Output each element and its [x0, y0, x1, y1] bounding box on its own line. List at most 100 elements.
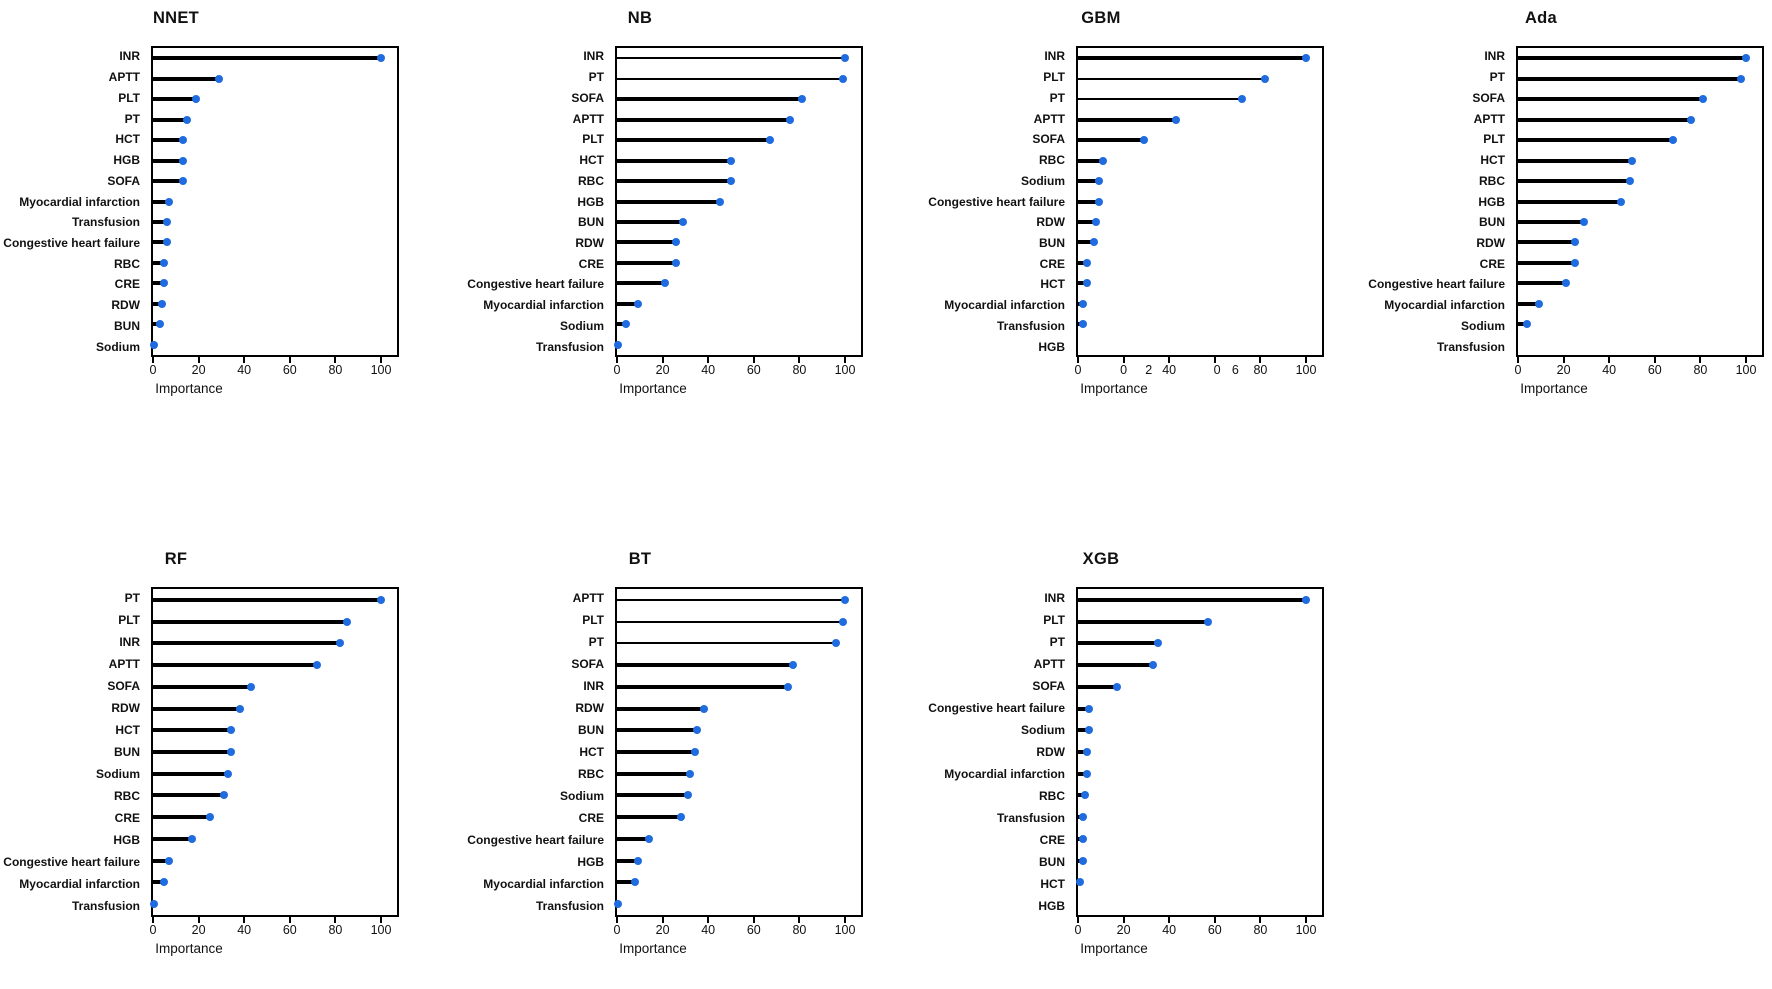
lollipop-dot [224, 769, 233, 778]
x-axis-tick-label: 6 [1231, 363, 1239, 377]
lollipop-row [617, 253, 861, 273]
x-axis-tick-label: 80 [1253, 923, 1268, 937]
x-axis-tick-label: 0 [1074, 363, 1082, 377]
plot-panel [1516, 46, 1764, 357]
lollipop-stem [153, 76, 220, 81]
lollipop-dot [1085, 726, 1094, 735]
y-axis-label: RBC [1479, 173, 1505, 188]
y-axis-label: HGB [577, 855, 604, 869]
lollipop-stem [617, 260, 677, 265]
x-axis-tick-label: 0 [1514, 363, 1522, 377]
lollipop-row [617, 68, 861, 88]
y-axis-label: Congestive heart failure [928, 194, 1065, 209]
lollipop-dot [1094, 197, 1103, 206]
x-axis-tick-label: 20 [1556, 363, 1571, 377]
lollipop-dot [158, 299, 167, 308]
lollipop-stem [617, 179, 731, 184]
x-axis-tick [1168, 917, 1171, 923]
lollipop-row [1078, 314, 1322, 334]
y-axis-label: Transfusion [535, 899, 604, 913]
lollipop-stem [1078, 56, 1306, 61]
y-axis-label: CRE [578, 256, 604, 271]
lollipop-stem [153, 815, 210, 820]
lollipop-row [153, 828, 397, 850]
lollipop-stem [617, 199, 720, 204]
lollipop-row [617, 273, 861, 293]
lollipop-dot [1203, 617, 1212, 626]
lollipop-dot [1140, 136, 1149, 145]
lollipop-stem [1078, 663, 1154, 668]
x-axis-tick [616, 357, 618, 363]
lollipop-stem [617, 322, 627, 327]
y-axis-label: Congestive heart failure [1368, 277, 1505, 292]
lollipop-dot [1698, 95, 1707, 104]
y-axis-label: Congestive heart failure [3, 235, 140, 250]
lollipop-stem [153, 793, 224, 798]
y-axis-label: Sodium [1021, 173, 1065, 188]
lollipop-dot [215, 74, 224, 83]
x-axis-tick [1213, 917, 1216, 923]
y-axis-label: PT [124, 111, 140, 126]
y-axis-label: Transfusion [1436, 339, 1505, 354]
lollipop-stem [617, 836, 649, 841]
lollipop-dot [313, 661, 322, 670]
lollipop-stem [153, 836, 192, 841]
lollipop-stem [1078, 179, 1099, 184]
x-axis-tick [334, 357, 337, 363]
plot-panel [614, 46, 863, 357]
lollipop-row [617, 89, 861, 109]
y-axis-label: BUN [578, 215, 604, 230]
lollipop-stem [1078, 77, 1265, 80]
lollipop-row [153, 171, 397, 191]
x-axis-tick-label: 20 [655, 923, 670, 937]
y-axis-label: Transfusion [996, 318, 1065, 333]
y-axis-label: Myocardial infarction [944, 298, 1065, 313]
x-axis-title: Importance [155, 381, 223, 396]
x-axis-tick-label: 100 [834, 363, 856, 377]
lollipop-dot [219, 791, 228, 800]
x-axis-tick [752, 357, 755, 363]
y-axis-label: CRE [1039, 833, 1065, 847]
lollipop-row [614, 335, 861, 355]
lollipop-stem [1078, 771, 1088, 776]
lollipop-dot [797, 95, 806, 104]
chart-rf: RF PT PLT INR APTT SOFA RDW HCT BUN Sodium RBC CRE H… [1, 545, 401, 961]
lollipop-stem [153, 619, 347, 624]
y-axis-label: Myocardial infarction [483, 298, 604, 313]
lollipop-dot [1078, 813, 1087, 822]
chart-title: BT [628, 550, 652, 568]
lollipop-stem [1518, 199, 1621, 204]
plot-panel [614, 587, 863, 917]
x-axis-tick-label: 60 [746, 363, 761, 377]
lollipop-row [617, 294, 861, 314]
x-axis: 0 20 40 60 80 100 [465, 917, 865, 941]
lollipop-dot [1628, 156, 1636, 165]
lollipop-dot [160, 279, 169, 288]
x-axis: 0 20 40 60 80 100 [926, 917, 1326, 941]
lollipop-row [153, 806, 397, 828]
lollipop-row [153, 89, 397, 109]
lollipop-row [617, 314, 861, 334]
x-axis-tick-label: 0 [1120, 363, 1128, 377]
lollipop-dot [1737, 74, 1746, 83]
lollipop-row [153, 232, 397, 252]
y-axis-label: PT [124, 591, 140, 605]
y-axis-label: APTT [572, 591, 604, 605]
lollipop-dot [1083, 769, 1092, 778]
x-axis-tick-label: 100 [834, 923, 856, 937]
x-axis-tick [661, 917, 664, 923]
x-axis-tick-label: 40 [701, 923, 716, 937]
y-axis-labels: INR APTT PLT PT HCT HGB SOFA Myocardial infarct… [1, 46, 147, 357]
y-axis-label: HGB [1478, 194, 1505, 209]
lollipop-stem [1078, 98, 1243, 101]
y-axis-label: INR [119, 635, 140, 649]
plot-panel [1076, 46, 1324, 357]
lollipop-dot [150, 340, 159, 349]
lollipop-row [1518, 171, 1762, 191]
lollipop-dot [622, 320, 631, 329]
lollipop-row [1518, 253, 1762, 273]
lollipop-stem [617, 728, 697, 733]
y-axis-label: Myocardial infarction [944, 767, 1065, 781]
chart-xgb: XGB INR PLT PT APTT SOFA Congestive heart fail… [926, 545, 1326, 961]
